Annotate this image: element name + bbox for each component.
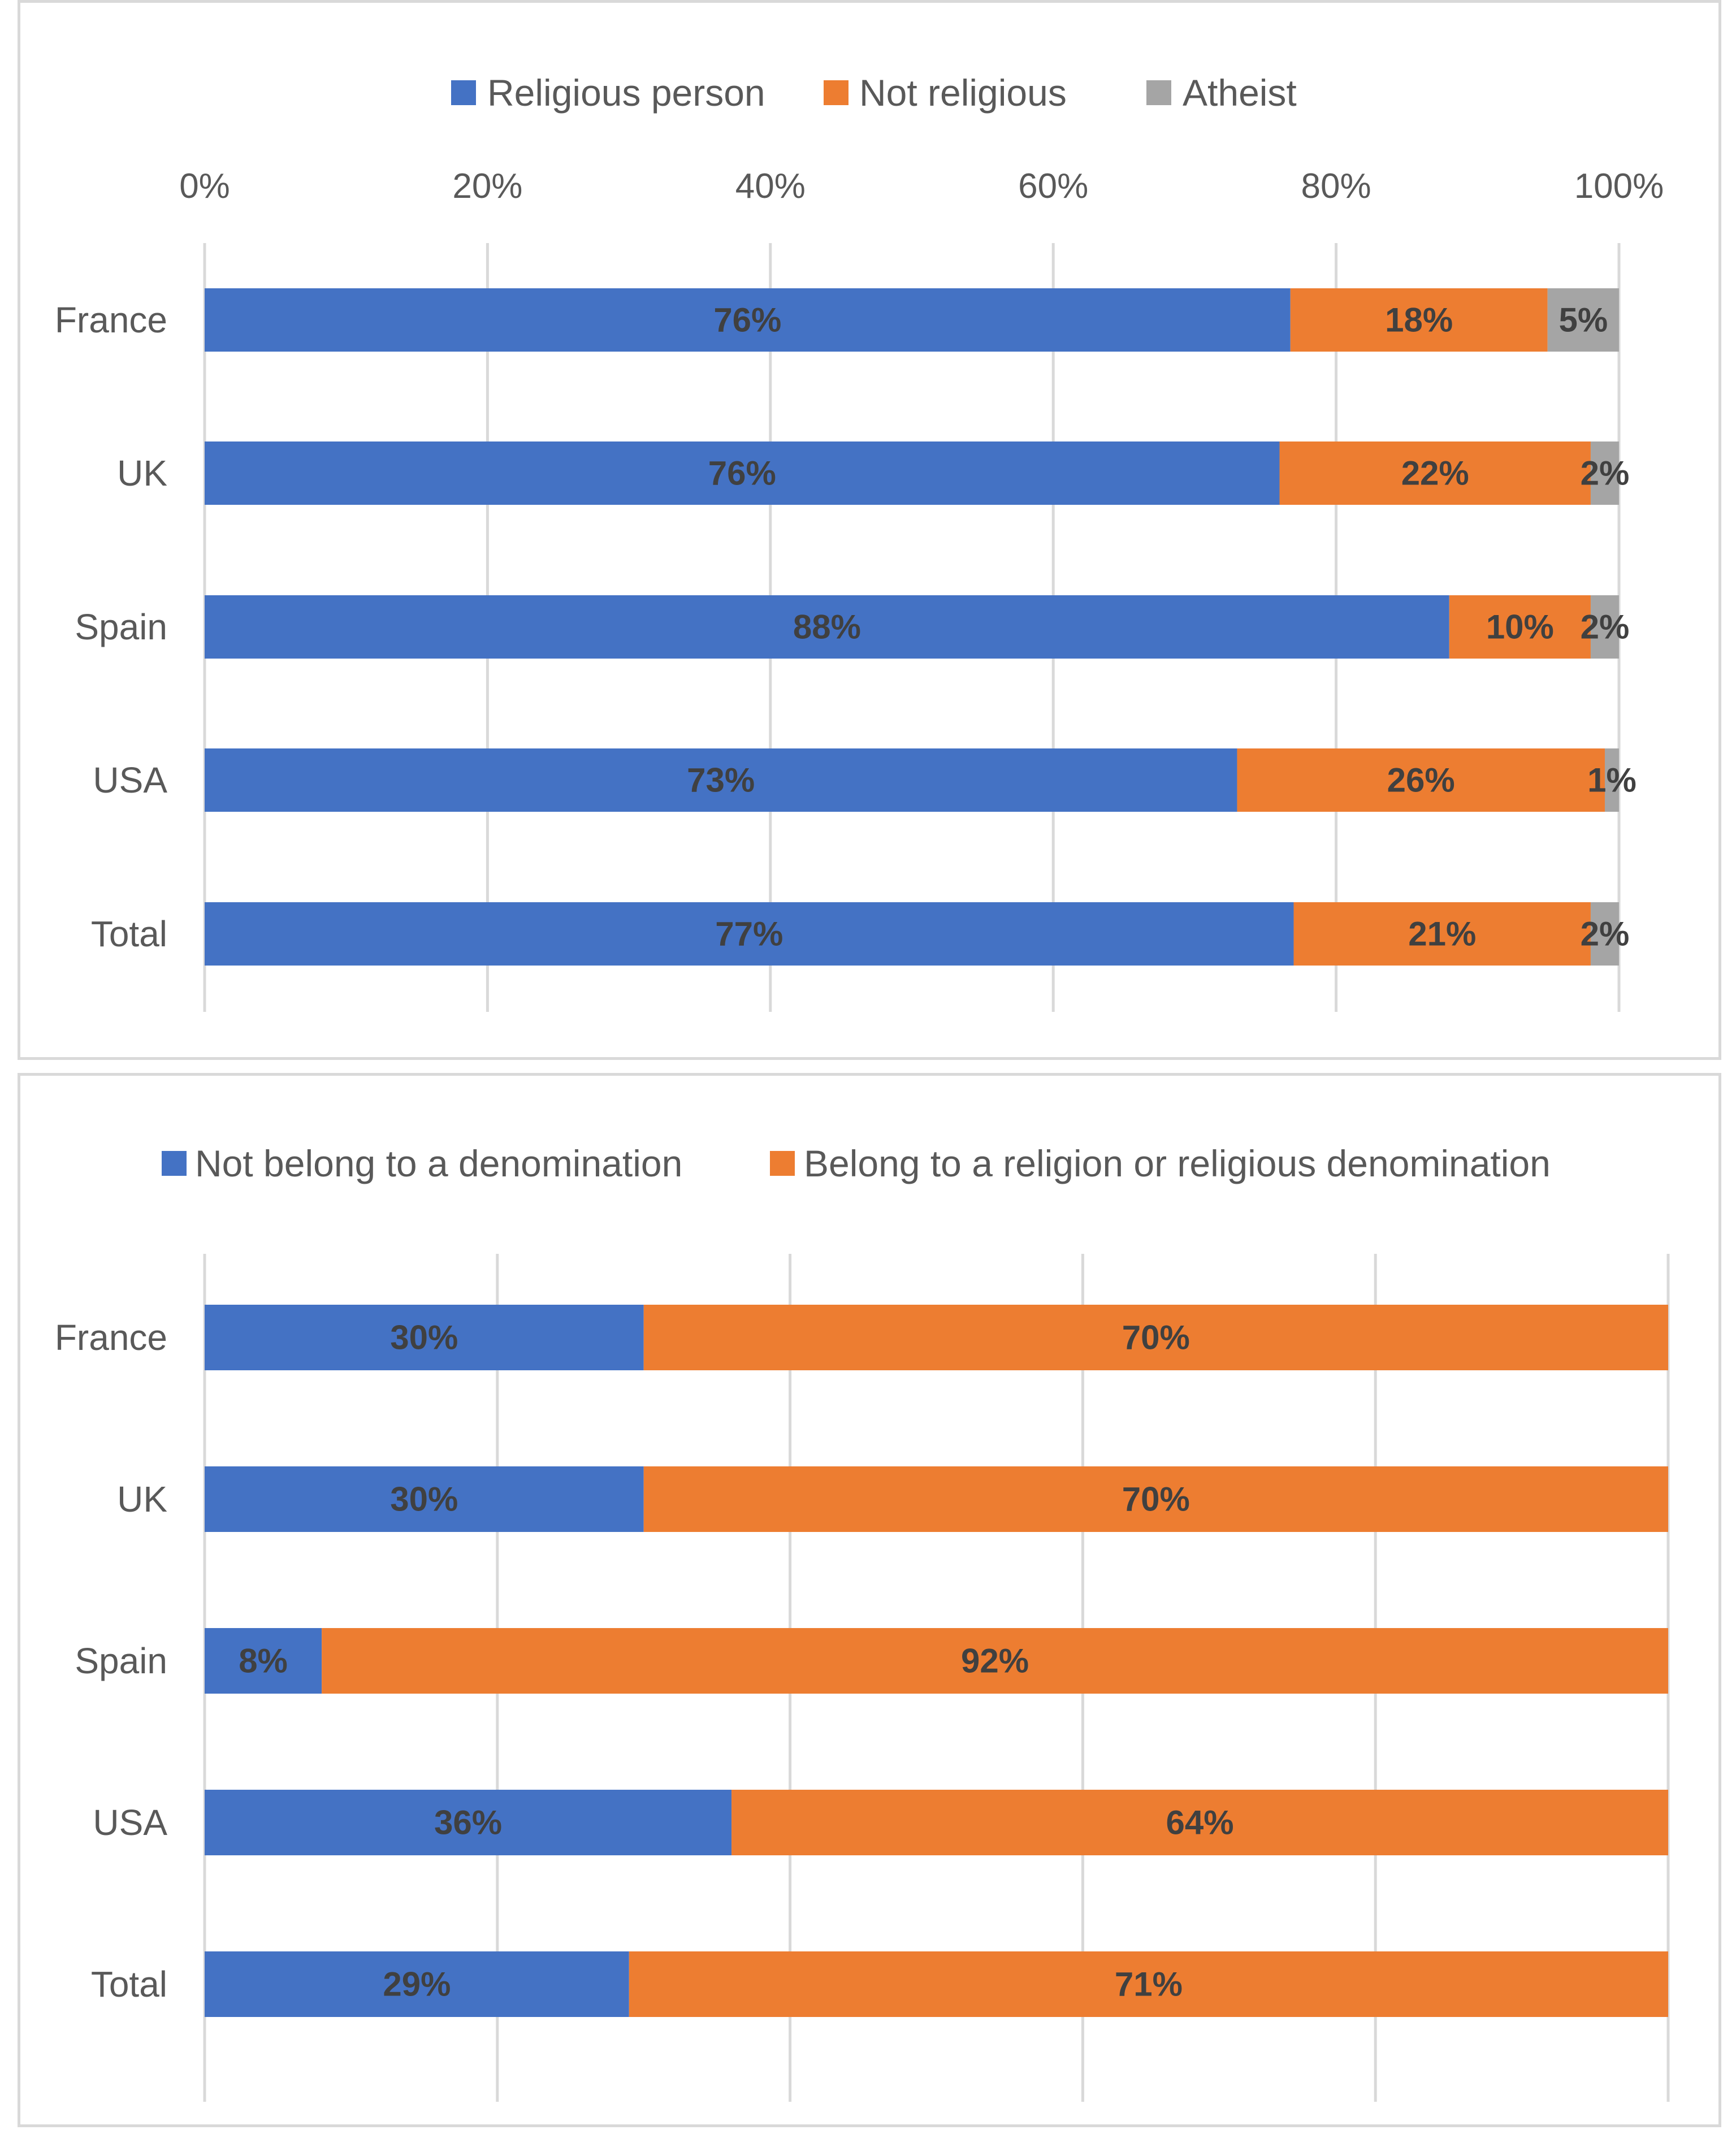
x-tick-label: 100%: [1574, 167, 1664, 206]
x-tick-label: 20%: [452, 167, 522, 206]
bar-segment: [1290, 288, 1548, 352]
bar-segment: [205, 1305, 644, 1370]
data-label: 64%: [1166, 1804, 1233, 1842]
data-label: 71%: [1115, 1966, 1183, 2003]
data-label: 8%: [239, 1642, 288, 1680]
data-label: 76%: [713, 301, 781, 339]
legend-swatch: [162, 1151, 187, 1176]
data-label: 30%: [390, 1319, 458, 1357]
data-label: 77%: [715, 915, 783, 953]
legend-entry: Belong to a religion or religious denomi…: [804, 1142, 1551, 1184]
data-label: 2%: [1581, 454, 1630, 492]
data-label: 29%: [383, 1966, 451, 2003]
data-label: 21%: [1408, 915, 1476, 953]
data-label: 26%: [1387, 761, 1455, 799]
data-label: 88%: [793, 608, 861, 646]
bar-segment: [1293, 902, 1591, 966]
data-label: 2%: [1581, 915, 1630, 953]
bar-segment: [205, 1951, 629, 2017]
legend-entry: Not belong to a denomination: [195, 1142, 682, 1184]
bar-segment: [643, 1466, 1668, 1532]
data-label: 73%: [687, 761, 755, 799]
bar-segment: [205, 1628, 322, 1694]
category-label: USA: [93, 1802, 167, 1843]
bar-segment: [643, 1305, 1668, 1370]
chart-panel-religiosity: [18, 0, 1721, 1060]
data-label: 92%: [961, 1642, 1029, 1680]
data-label: 1%: [1587, 761, 1637, 799]
bar-segment: [731, 1790, 1668, 1855]
bar-segment: [205, 1790, 732, 1855]
data-label: 76%: [708, 454, 776, 492]
category-label: UK: [117, 453, 167, 494]
legend-entry: Not religious: [859, 72, 1067, 114]
category-label: Spain: [75, 1640, 167, 1681]
data-label: 70%: [1122, 1319, 1190, 1357]
category-label: UK: [117, 1479, 167, 1520]
data-label: 18%: [1385, 301, 1453, 339]
bar-segment: [205, 1466, 644, 1532]
bar-segment: [205, 288, 1291, 352]
data-label: 30%: [390, 1481, 458, 1518]
x-tick-label: 40%: [735, 167, 806, 206]
bar-segment: [1279, 441, 1591, 505]
legend-swatch: [451, 80, 476, 105]
bar-segment: [205, 902, 1294, 966]
data-label: 22%: [1401, 454, 1469, 492]
legend-swatch: [824, 80, 848, 105]
data-label: 10%: [1486, 608, 1554, 646]
bar-segment: [205, 595, 1449, 659]
bar-segment: [205, 441, 1280, 505]
bar-segment: [1590, 902, 1619, 966]
x-tick-label: 80%: [1301, 167, 1371, 206]
legend-entry: Atheist: [1183, 72, 1297, 114]
category-label: Spain: [75, 607, 167, 647]
bar-segment: [322, 1628, 1668, 1694]
bar-segment: [1547, 288, 1619, 352]
x-tick-label: 60%: [1018, 167, 1088, 206]
category-label: Total: [91, 914, 167, 954]
category-label: France: [55, 1317, 167, 1358]
bar-segment: [1590, 441, 1619, 505]
bar-segment: [1237, 748, 1605, 812]
data-label: 5%: [1558, 301, 1608, 339]
bar-segment: [205, 748, 1237, 812]
data-label: 70%: [1122, 1481, 1190, 1518]
data-label: 2%: [1581, 608, 1630, 646]
legend-swatch: [770, 1151, 795, 1176]
bar-segment: [1449, 595, 1591, 659]
data-label: 36%: [434, 1804, 502, 1842]
category-label: Total: [91, 1964, 167, 2005]
bar-segment: [629, 1951, 1668, 2017]
category-label: France: [55, 300, 167, 340]
legend-swatch: [1146, 80, 1171, 105]
legend-entry: Religious person: [487, 72, 765, 114]
bar-segment: [1604, 748, 1619, 812]
category-label: USA: [93, 760, 167, 800]
bar-segment: [1590, 595, 1619, 659]
x-tick-label: 0%: [179, 167, 230, 206]
